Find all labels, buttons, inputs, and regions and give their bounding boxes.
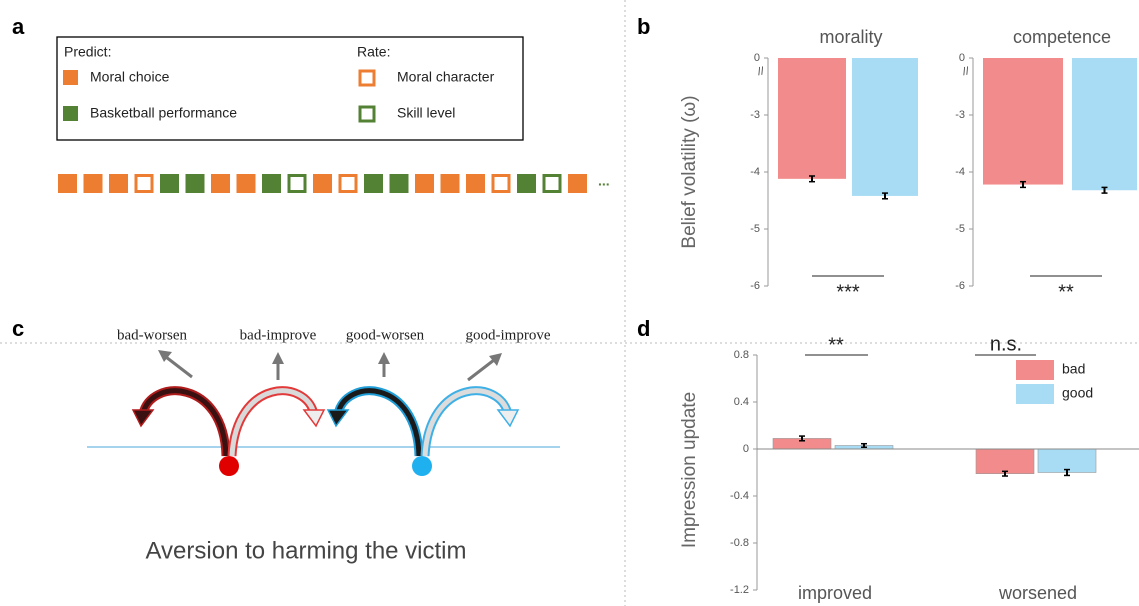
y-axis-label: Belief volatility (ω) — [679, 95, 700, 248]
trial-square — [185, 174, 205, 193]
legend-swatch — [358, 105, 376, 123]
arrow-label: bad-worsen — [117, 327, 187, 343]
arrowhead — [302, 409, 326, 428]
legend-swatch — [1016, 384, 1054, 404]
trial-square — [338, 174, 358, 193]
y-tick-label: -0.8 — [730, 537, 749, 549]
y-tick-label: 0 — [743, 443, 749, 455]
arrow-label: bad-improve — [240, 327, 317, 343]
y-tick-label: -6 — [955, 280, 965, 292]
trial-square — [211, 174, 230, 193]
trial-square — [568, 174, 587, 193]
y-tick-label: -3 — [750, 109, 760, 121]
trial-square — [466, 174, 485, 193]
legend-box — [56, 36, 524, 141]
legend-heading: Predict: — [64, 44, 111, 60]
bar — [983, 58, 1063, 185]
significance-label: ** — [828, 334, 844, 356]
legend-swatch — [358, 69, 376, 87]
legend-text: Skill level — [397, 105, 455, 121]
bar — [852, 58, 918, 196]
trial-square — [517, 174, 536, 193]
y-tick-label: 0 — [959, 52, 965, 64]
y-tick-label: 0 — [754, 52, 760, 64]
trial-square — [236, 174, 256, 193]
arc-arrow — [422, 388, 511, 457]
agent-dot — [219, 456, 239, 476]
y-tick-label: 0.8 — [734, 349, 749, 361]
chart-title: morality — [819, 27, 882, 47]
bar — [1072, 58, 1137, 191]
y-tick-label: -4 — [955, 166, 965, 178]
arrowhead — [496, 409, 520, 428]
legend-text: Moral character — [397, 69, 495, 85]
trial-square — [364, 174, 383, 193]
trial-square — [109, 174, 128, 193]
significance-label: *** — [836, 281, 860, 303]
y-axis-label: Impression update — [679, 392, 700, 548]
x-tick-label: improved — [798, 583, 872, 603]
trial-square — [58, 174, 77, 193]
legend-swatch — [63, 70, 78, 85]
panel-label: c — [12, 316, 24, 341]
arrow-label: good-worsen — [346, 327, 425, 343]
agent-dot — [412, 456, 432, 476]
pointer-arrows — [158, 350, 502, 382]
arrowhead — [326, 409, 350, 428]
significance-label: n.s. — [990, 333, 1022, 355]
y-tick-label: -5 — [750, 223, 760, 235]
y-tick-label: -0.4 — [730, 490, 749, 502]
trial-square — [287, 174, 307, 193]
y-tick-label: -6 — [750, 280, 760, 292]
arc-arrow — [333, 386, 424, 457]
trial-square — [134, 174, 154, 193]
y-tick-label: -4 — [750, 166, 760, 178]
trial-square — [440, 174, 460, 193]
arrowhead — [131, 409, 155, 428]
legend-text: Moral choice — [90, 69, 170, 85]
y-tick-label: -3 — [955, 109, 965, 121]
arc-arrow — [335, 388, 422, 457]
arc-arrow — [227, 386, 319, 457]
trial-sequence — [58, 174, 587, 193]
arc-arrow — [138, 386, 231, 457]
axis-break: // — [962, 65, 971, 78]
arc-arrow — [420, 386, 513, 457]
trial-square — [415, 174, 434, 193]
trial-square — [389, 174, 409, 193]
trial-square — [83, 174, 103, 193]
y-tick-label: -5 — [955, 223, 965, 235]
trial-square — [491, 174, 511, 193]
x-tick-label: worsened — [998, 583, 1077, 603]
y-tick-label: -1.2 — [730, 584, 749, 596]
trial-square — [262, 174, 281, 193]
trial-square — [313, 174, 332, 193]
y-tick-label: 0.4 — [734, 396, 749, 408]
trial-square — [160, 174, 179, 193]
arrow-label: good-improve — [466, 327, 551, 343]
panel-label: a — [12, 14, 25, 39]
legend-label: good — [1062, 385, 1093, 401]
bar — [778, 58, 846, 179]
legend-label: bad — [1062, 361, 1085, 377]
significance-label: ** — [1058, 281, 1074, 303]
axis-break: // — [757, 65, 766, 78]
caption: Aversion to harming the victim — [145, 537, 466, 564]
legend-swatch — [63, 106, 78, 121]
trial-square — [542, 174, 562, 193]
chart-title: competence — [1013, 27, 1111, 47]
arc-arrow — [140, 388, 229, 457]
panel-label: d — [637, 316, 650, 341]
bar — [975, 448, 1035, 474]
legend-swatch — [1016, 360, 1054, 380]
arc-arrow — [229, 388, 317, 457]
legend-heading: Rate: — [357, 44, 390, 60]
panel-label: b — [637, 14, 650, 39]
legend-text: Basketball performance — [90, 105, 237, 121]
ellipsis: ... — [598, 173, 610, 189]
